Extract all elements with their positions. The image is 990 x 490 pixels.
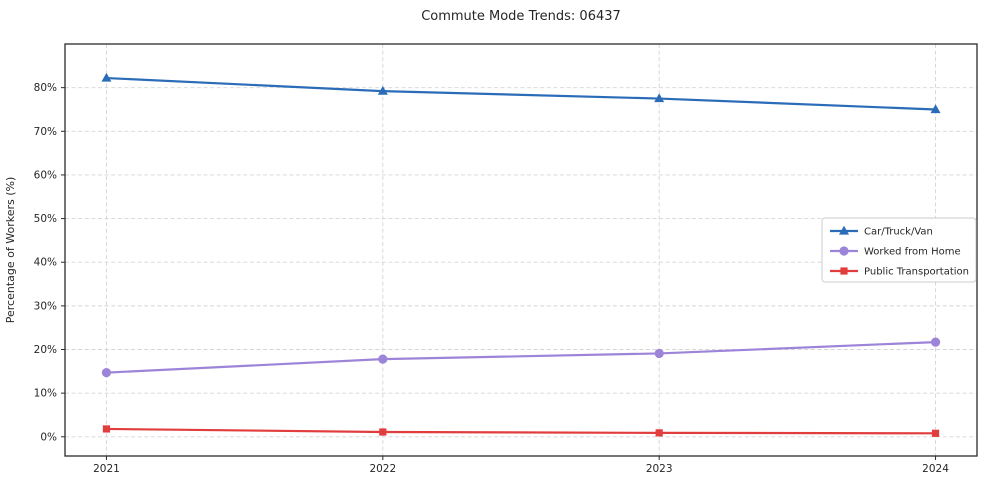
series-line-2 bbox=[105, 427, 937, 435]
legend-label-2: Public Transportation bbox=[864, 267, 969, 278]
series-marker-1 bbox=[378, 354, 388, 364]
series-marker-0 bbox=[654, 93, 665, 103]
x-tick-label: 2021 bbox=[93, 463, 120, 475]
series-marker-2 bbox=[931, 429, 940, 437]
y-tick-label: 10% bbox=[34, 388, 57, 400]
series-marker-2 bbox=[379, 428, 387, 436]
legend-marker-2 bbox=[840, 267, 848, 275]
y-tick-label: 70% bbox=[34, 126, 57, 138]
legend-box bbox=[821, 217, 977, 283]
legend-marker-1 bbox=[839, 246, 849, 256]
y-tick-label: 0% bbox=[40, 431, 57, 443]
legend-label-1: Worked from Home bbox=[864, 247, 961, 258]
y-tick-label: 40% bbox=[34, 257, 57, 269]
y-tick-label: 60% bbox=[34, 169, 57, 181]
series-line-1 bbox=[105, 340, 937, 374]
legend: Car/Truck/Van Worked from Home Public Tran… bbox=[821, 217, 977, 283]
series-marker-2 bbox=[655, 429, 663, 437]
legend-marker-0 bbox=[839, 225, 849, 235]
series-marker-0 bbox=[930, 104, 941, 114]
series-line-0 bbox=[105, 76, 937, 111]
chart-title: Commute Mode Trends: 06437 bbox=[421, 9, 621, 24]
plot-border bbox=[64, 43, 978, 457]
x-tick-label: 2024 bbox=[922, 463, 949, 475]
series-marker-0 bbox=[377, 85, 388, 95]
series-marker-1 bbox=[654, 348, 664, 359]
legend-label-0: Car/Truck/Van bbox=[864, 227, 933, 238]
series-marker-2 bbox=[102, 425, 111, 433]
series-marker-1 bbox=[101, 368, 112, 378]
y-axis-label: Percentage of Workers (%) bbox=[4, 177, 17, 324]
y-tick-label: 30% bbox=[34, 300, 57, 312]
series-marker-0 bbox=[101, 72, 112, 82]
x-tick-label: 2023 bbox=[646, 463, 673, 475]
y-tick-label: 50% bbox=[34, 213, 57, 225]
series-marker-1 bbox=[930, 337, 941, 347]
y-tick-label: 20% bbox=[34, 344, 57, 356]
y-tick-label: 80% bbox=[34, 82, 57, 94]
x-tick-label: 2022 bbox=[369, 463, 396, 475]
plot-area: 0% 10% 20% 30% 40% 50% 60% 70% 80% 2021 2022 2023 20… bbox=[34, 43, 978, 475]
